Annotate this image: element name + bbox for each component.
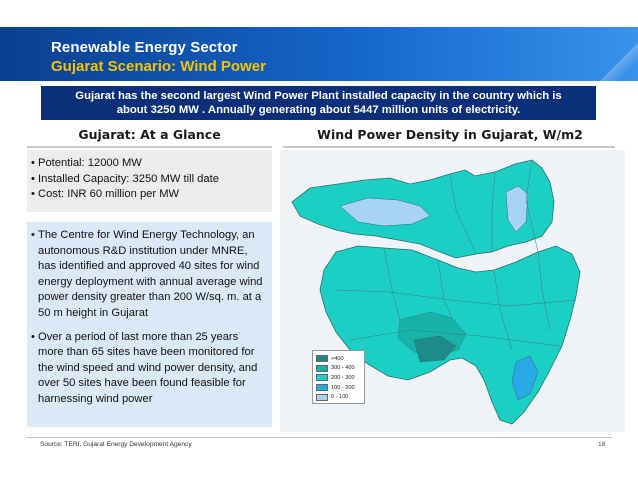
map-region-low-density (339, 197, 431, 227)
slide-subtitle: Gujarat Scenario: Wind Power (51, 58, 266, 75)
legend-row: >400 (316, 354, 362, 364)
map-title: Wind Power Density in Gujarat, W/m2 (317, 127, 583, 142)
slide-title: Renewable Energy Sector (51, 39, 238, 56)
legend-swatch (316, 364, 328, 372)
map-region-very-high-density (413, 335, 457, 363)
slide-header: Renewable Energy Sector Gujarat Scenario… (0, 27, 638, 81)
legend-row: 100 - 200 (316, 383, 362, 393)
details-box: • The Centre for Wind Energy Technology,… (27, 222, 272, 427)
map-legend: >400 300 - 400 200 - 300 100 - 200 0 - 1… (312, 350, 365, 404)
legend-row: 200 - 300 (316, 373, 362, 383)
map-region-south-patch (511, 355, 539, 401)
header-corner-decoration (596, 27, 638, 81)
bullet-dot: • (31, 330, 35, 343)
list-item: • Over a period of last more than 25 yea… (31, 330, 266, 408)
legend-swatch (316, 374, 328, 382)
glance-title: Gujarat: At a Glance (78, 127, 221, 142)
footer-divider (27, 437, 612, 438)
gujarat-wind-density-map (291, 159, 581, 425)
bullet-dot: • (31, 188, 35, 201)
legend-row: 300 - 400 (316, 364, 362, 374)
legend-swatch (316, 355, 328, 363)
list-item: • Potential: 12000 MW (31, 156, 268, 172)
legend-swatch (316, 393, 328, 401)
bullet-dot: • (31, 172, 35, 185)
banner-line-1: Gujarat has the second largest Wind Powe… (75, 90, 562, 102)
bullet-dot: • (31, 157, 35, 169)
map-title-rule (283, 146, 615, 148)
summary-banner: Gujarat has the second largest Wind Powe… (41, 86, 596, 120)
legend-row: 0 - 100 (316, 392, 362, 402)
source-note: Source: TERI, Gujarat Energy Development… (40, 441, 192, 448)
district-boundaries (335, 159, 577, 351)
legend-swatch (316, 384, 328, 392)
list-item: • Cost: INR 60 million per MW (31, 187, 268, 203)
map-region-east-patch (505, 185, 529, 233)
page-number: 18 (598, 441, 606, 448)
list-item: • Installed Capacity: 3250 MW till date (31, 172, 268, 188)
glance-box: • Potential: 12000 MW • Installed Capaci… (27, 150, 272, 212)
glance-title-rule (27, 146, 272, 148)
list-item: • The Centre for Wind Energy Technology,… (31, 228, 266, 322)
banner-line-2: about 3250 MW . Annually generating abou… (116, 104, 521, 116)
bullet-dot: • (31, 229, 35, 241)
